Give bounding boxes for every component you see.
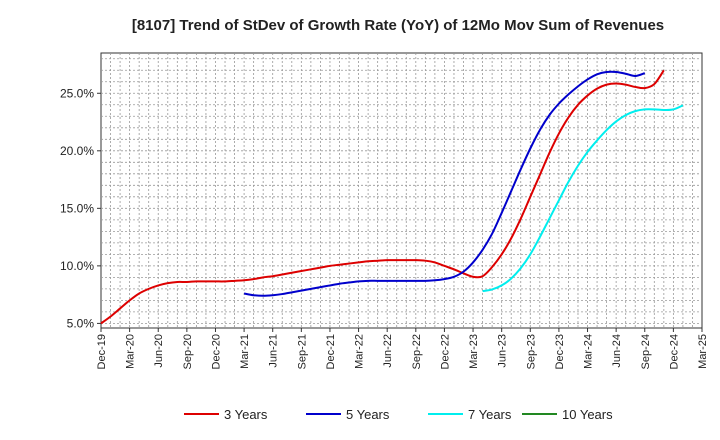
x-tick-label: Mar-23 [468, 334, 480, 369]
x-tick-label: Sep-22 [411, 334, 423, 369]
y-axis-ticks: 5.0% 10.0% 15.0% 20.0% 25.0% [60, 86, 101, 330]
x-tick-label: Jun-23 [497, 334, 509, 368]
x-tick-label: Jun-21 [268, 334, 280, 368]
x-tick-label: Mar-21 [239, 334, 251, 369]
grid-horizontal [101, 58, 702, 324]
x-tick-label: Mar-20 [125, 334, 137, 369]
legend-label-7-years: 7 Years [468, 407, 512, 422]
y-tick-label: 20.0% [60, 144, 94, 158]
x-tick-label: Jun-20 [153, 334, 165, 368]
legend: 3 Years 5 Years 7 Years 10 Years [184, 407, 613, 422]
x-tick-label: Dec-20 [210, 334, 222, 369]
x-tick-label: Jun-22 [382, 334, 394, 368]
x-tick-label: Dec-19 [96, 334, 108, 369]
series-line-3-years [100, 69, 665, 325]
legend-label-3-years: 3 Years [224, 407, 268, 422]
series-line-5-years [243, 70, 646, 297]
plot-area [100, 52, 703, 329]
y-tick-label: 10.0% [60, 259, 94, 273]
x-tick-label: Dec-22 [439, 334, 451, 369]
x-tick-label: Mar-25 [697, 334, 709, 369]
legend-label-10-years: 10 Years [562, 407, 613, 422]
y-tick-label: 25.0% [60, 86, 94, 100]
x-tick-label: Mar-24 [583, 334, 595, 369]
legend-label-5-years: 5 Years [346, 407, 390, 422]
x-tick-label: Dec-21 [325, 334, 337, 369]
chart-title: [8107] Trend of StDev of Growth Rate (Yo… [132, 17, 664, 34]
y-tick-label: 5.0% [67, 316, 95, 330]
series-line-7-years [482, 104, 684, 293]
x-tick-label: Sep-24 [640, 334, 652, 369]
x-tick-label: Jun-24 [611, 334, 623, 368]
x-tick-label: Dec-23 [554, 334, 566, 369]
x-tick-label: Dec-24 [668, 334, 680, 369]
series-layer [100, 69, 684, 325]
x-tick-label: Sep-23 [525, 334, 537, 369]
x-tick-label: Sep-20 [182, 334, 194, 369]
y-tick-label: 15.0% [60, 201, 94, 215]
grid-vertical [110, 53, 693, 328]
x-axis-ticks: Dec-19 Mar-20 Jun-20 Sep-20 Dec-20 Mar-21 Jun-… [96, 328, 709, 369]
x-tick-label: Mar-22 [354, 334, 366, 369]
x-tick-label: Sep-21 [296, 334, 308, 369]
